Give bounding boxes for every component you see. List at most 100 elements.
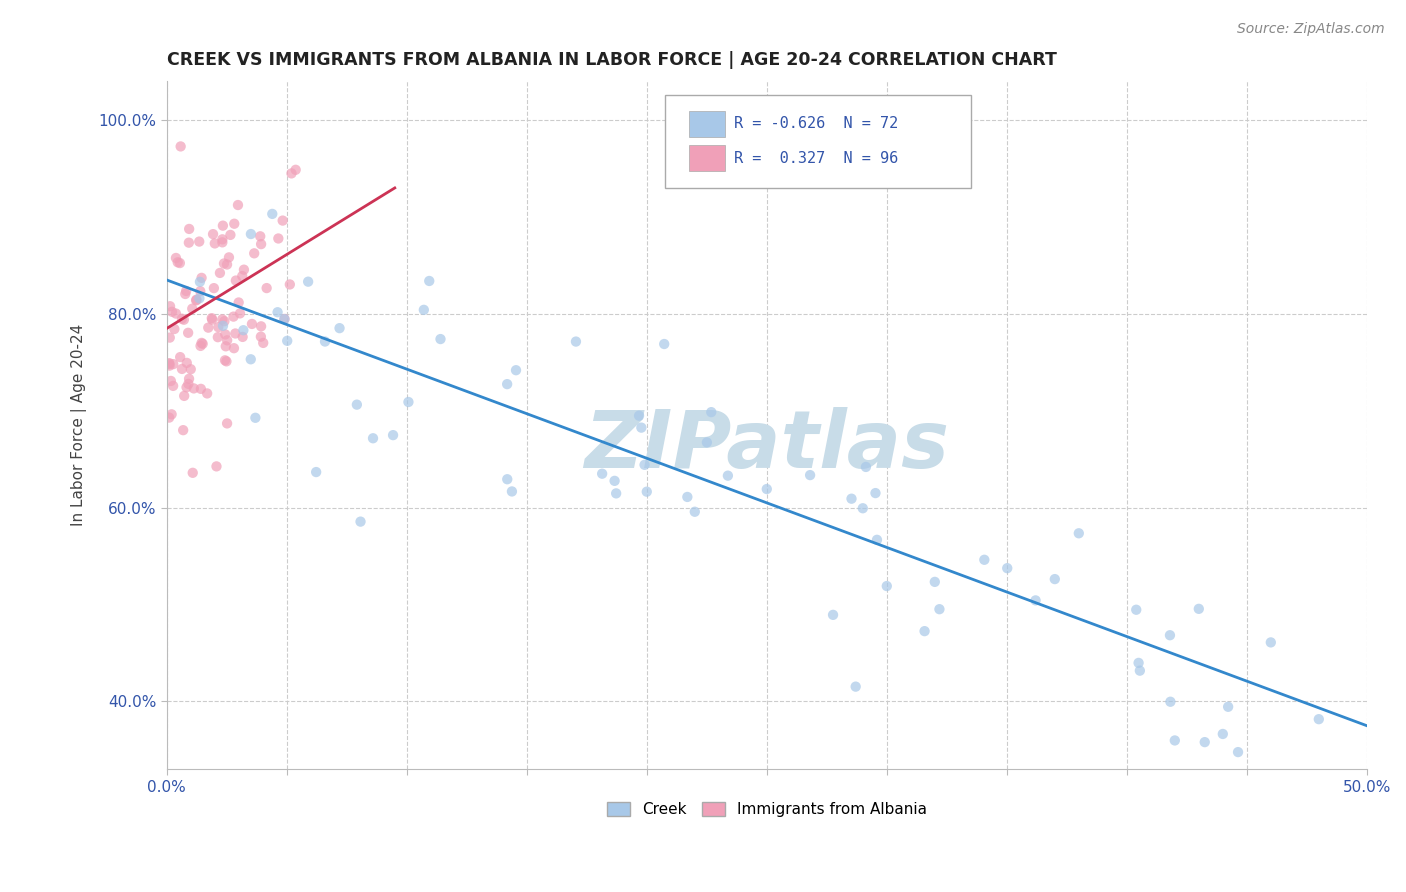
Point: [297, 275, 319, 289]
Point: [1159, 628, 1181, 642]
Point: [1216, 699, 1239, 714]
Point: [217, 333, 239, 347]
Point: [169, 256, 191, 270]
Point: [160, 305, 183, 319]
Point: [876, 579, 898, 593]
Point: [239, 227, 262, 241]
Point: [1188, 602, 1211, 616]
Point: [273, 312, 295, 326]
Point: [1128, 656, 1150, 670]
Point: [852, 501, 875, 516]
Point: [169, 350, 191, 364]
Point: [177, 372, 200, 386]
Point: [273, 312, 295, 326]
Point: [170, 311, 193, 326]
Point: [1043, 572, 1066, 586]
Point: [243, 246, 266, 260]
Point: [214, 353, 236, 368]
Legend: Creek, Immigrants from Albania: Creek, Immigrants from Albania: [600, 797, 934, 823]
Point: [212, 318, 235, 333]
Point: [245, 410, 267, 425]
Point: [188, 235, 211, 249]
Point: [284, 162, 307, 177]
Point: [250, 237, 273, 252]
Point: [222, 310, 245, 324]
Point: [181, 301, 204, 316]
Point: [496, 472, 519, 486]
Point: [207, 330, 229, 344]
Point: [1308, 712, 1330, 726]
Point: [214, 314, 236, 328]
Point: [928, 602, 950, 616]
Point: [603, 474, 626, 488]
Point: [166, 255, 188, 269]
Point: [186, 293, 208, 307]
Point: [1227, 745, 1250, 759]
Point: [202, 281, 225, 295]
Point: [700, 405, 723, 419]
Point: [157, 356, 180, 370]
Point: [226, 198, 249, 212]
Point: [162, 379, 184, 393]
Point: [276, 334, 298, 348]
Point: [205, 459, 228, 474]
Point: [240, 317, 263, 331]
Point: [683, 505, 706, 519]
Point: [211, 232, 233, 246]
Point: [496, 377, 519, 392]
Point: [160, 407, 183, 421]
Point: [211, 312, 233, 326]
Text: CREEK VS IMMIGRANTS FROM ALBANIA IN LABOR FORCE | AGE 20-24 CORRELATION CHART: CREEK VS IMMIGRANTS FROM ALBANIA IN LABO…: [167, 51, 1057, 69]
Point: [160, 374, 183, 388]
Point: [208, 266, 231, 280]
Point: [177, 235, 200, 250]
Text: ZIPatlas: ZIPatlas: [585, 407, 949, 485]
Point: [183, 381, 205, 395]
Point: [201, 311, 224, 326]
Point: [633, 458, 655, 472]
Point: [231, 268, 253, 283]
Point: [267, 231, 290, 245]
Point: [239, 352, 262, 367]
Point: [165, 307, 187, 321]
Point: [188, 284, 211, 298]
Point: [591, 467, 613, 481]
Point: [1212, 727, 1234, 741]
Point: [180, 362, 202, 376]
Point: [278, 277, 301, 292]
Point: [924, 574, 946, 589]
Point: [676, 490, 699, 504]
Point: [188, 291, 211, 305]
Point: [866, 533, 889, 547]
Point: [232, 262, 254, 277]
Point: [215, 354, 238, 368]
Point: [219, 227, 242, 242]
Point: [202, 227, 225, 241]
Point: [630, 420, 652, 434]
Point: [215, 258, 238, 272]
Point: [249, 229, 271, 244]
Text: R = -0.626  N = 72: R = -0.626 N = 72: [734, 117, 898, 131]
Point: [1260, 635, 1282, 649]
Point: [865, 486, 887, 500]
Point: [217, 417, 239, 431]
Point: [159, 330, 181, 344]
Point: [228, 295, 250, 310]
Point: [190, 271, 212, 285]
Point: [170, 362, 193, 376]
Point: [172, 423, 194, 437]
Point: [396, 395, 419, 409]
Point: [412, 302, 434, 317]
Point: [174, 284, 197, 298]
Point: [995, 561, 1018, 575]
Point: [173, 389, 195, 403]
Point: [181, 466, 204, 480]
Point: [159, 299, 181, 313]
Point: [628, 409, 651, 423]
Point: [262, 207, 284, 221]
Point: [224, 217, 246, 231]
Point: [157, 357, 180, 371]
Point: [505, 363, 527, 377]
Point: [207, 320, 229, 334]
Point: [212, 219, 235, 233]
